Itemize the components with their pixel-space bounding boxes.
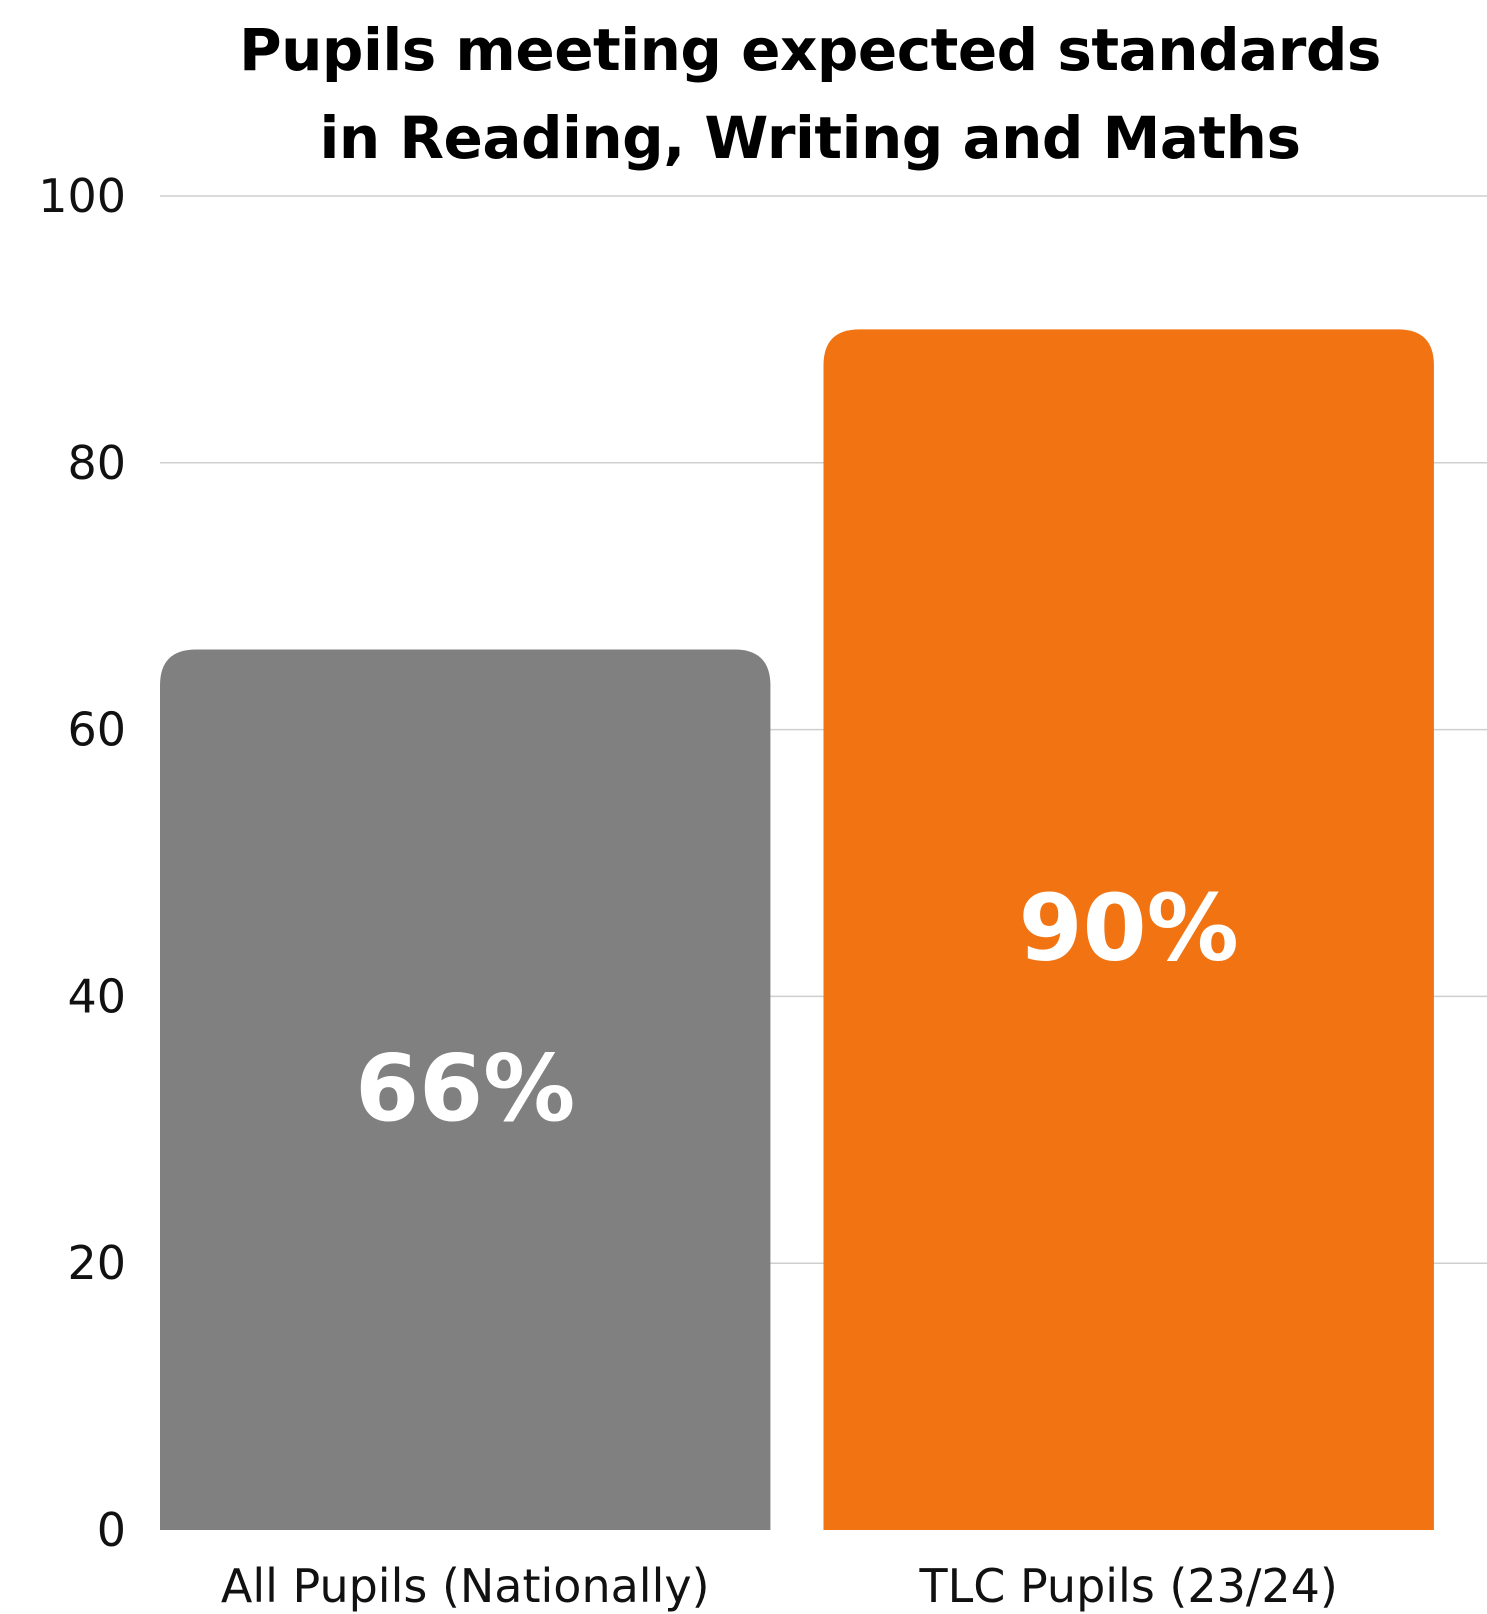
bars: 66% 90% xyxy=(160,329,1434,1530)
bar-value-label: 90% xyxy=(1019,875,1239,982)
x-axis: All Pupils (Nationally) TLC Pupils (23/24… xyxy=(221,1559,1338,1613)
chart-title: Pupils meeting expected standards in Rea… xyxy=(160,6,1460,182)
y-tick-label: 0 xyxy=(97,1503,126,1557)
chart-title-line-2: in Reading, Writing and Maths xyxy=(319,104,1301,172)
x-category-label: TLC Pupils (23/24) xyxy=(919,1559,1338,1613)
x-category-label: All Pupils (Nationally) xyxy=(221,1559,710,1613)
y-tick-label: 60 xyxy=(67,703,126,757)
y-tick-label: 100 xyxy=(38,169,126,223)
bar-value-label: 66% xyxy=(355,1035,575,1142)
bar xyxy=(160,649,771,1530)
y-axis: 0 20 40 60 80 100 xyxy=(38,169,126,1557)
y-tick-label: 80 xyxy=(67,436,126,490)
bar xyxy=(823,329,1434,1530)
chart-title-line-1: Pupils meeting expected standards xyxy=(239,16,1381,84)
y-tick-label: 20 xyxy=(67,1236,126,1290)
y-tick-label: 40 xyxy=(67,969,126,1023)
